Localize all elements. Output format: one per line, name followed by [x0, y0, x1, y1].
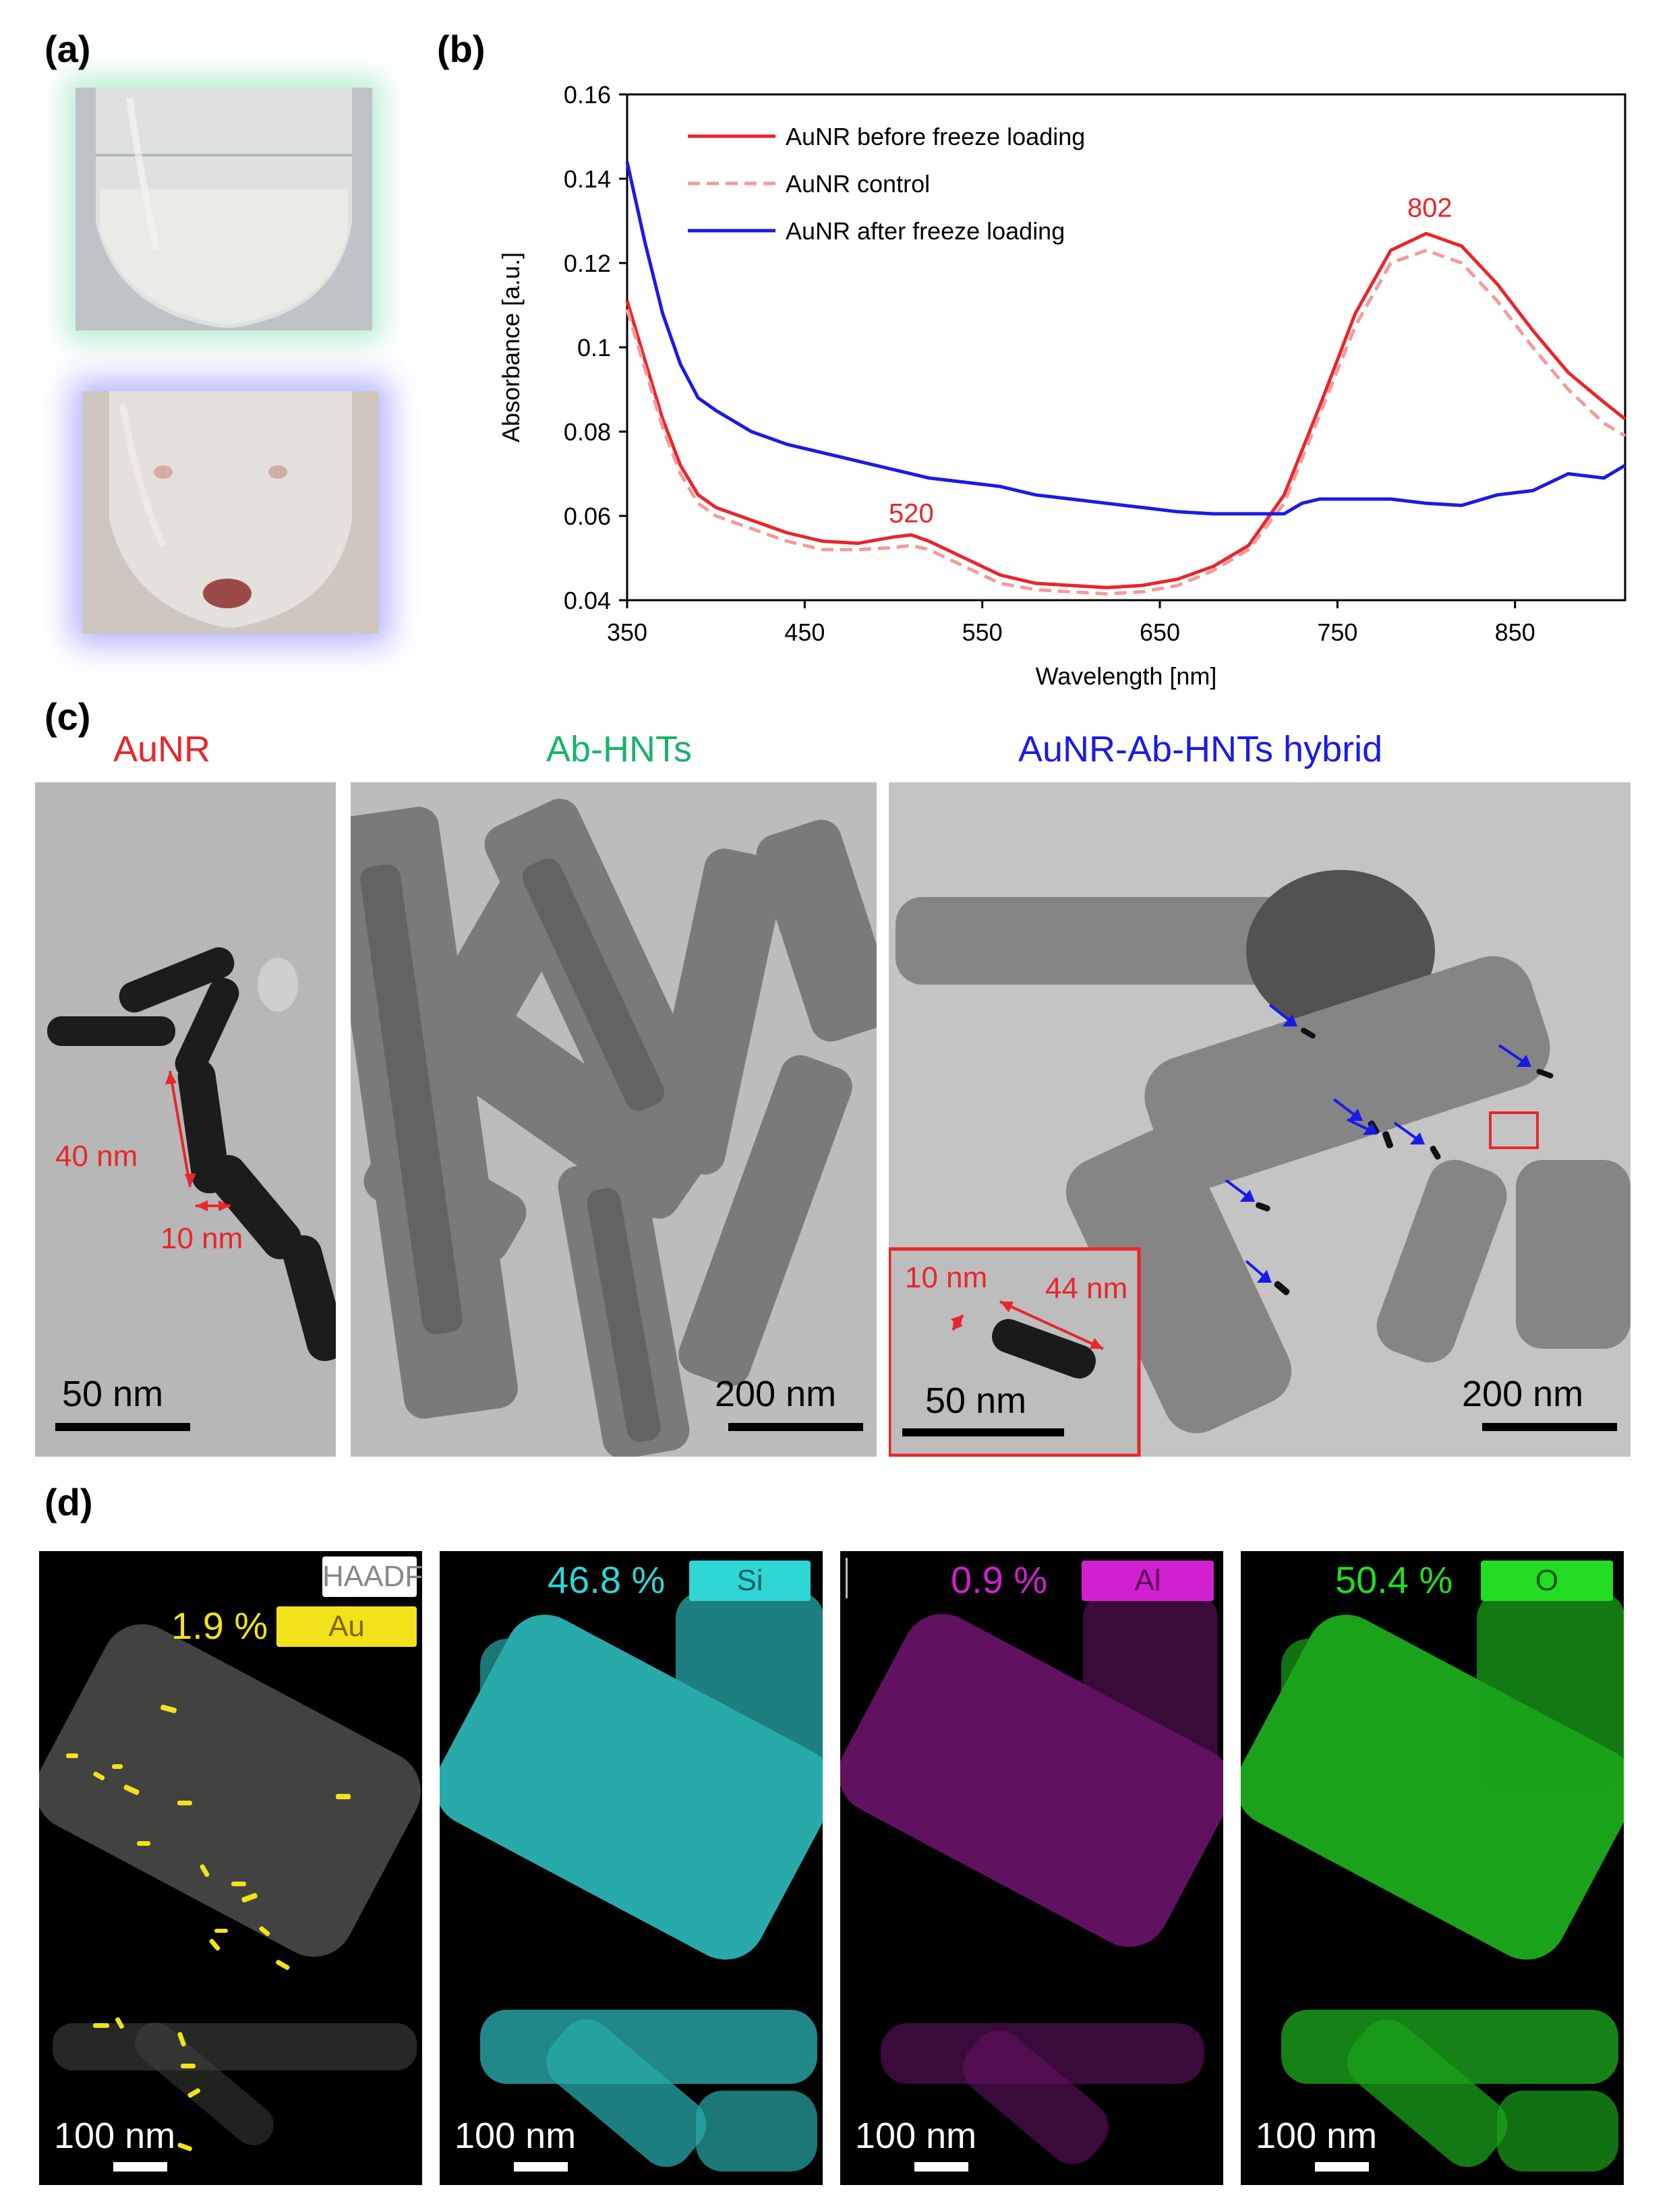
- badge-au: Au: [276, 1606, 417, 1647]
- x-axis: 350 450 550 650 750 850: [607, 600, 1535, 646]
- badge-haadf: HAADF: [322, 1556, 422, 1597]
- scalebar-aunr: [55, 1423, 190, 1431]
- eds-map-o: 50.4 % O 100 nm: [1241, 1551, 1624, 2185]
- series-line-2: [625, 161, 1626, 516]
- legend-label-1: AuNR control: [786, 170, 930, 198]
- annotations: 802 520: [889, 193, 1452, 528]
- legend-label-2: AuNR after freeze loading: [786, 217, 1065, 245]
- measure-width: 10 nm: [160, 1222, 243, 1255]
- scalebar-label-si: 100 nm: [454, 2116, 577, 2156]
- panel-label-b: (b): [437, 28, 486, 70]
- y-tick-label: 0.12: [564, 250, 611, 277]
- panel-label-d: (d): [45, 1481, 93, 1523]
- panel-label-c: (c): [45, 695, 91, 738]
- plot-frame: [626, 93, 1626, 602]
- scalebar-abhnts: [728, 1423, 863, 1431]
- scalebar-label-al: 100 nm: [855, 2116, 977, 2156]
- x-tick-label: 450: [784, 618, 825, 646]
- y-tick-label: 0.08: [564, 418, 611, 446]
- inset-measure-width: 10 nm: [905, 1261, 988, 1294]
- percent-al: 0.9 %: [951, 1559, 1048, 1601]
- vial-photo-after: [82, 391, 379, 634]
- legend: AuNR before freeze loading AuNR control Au…: [688, 123, 1085, 245]
- scalebar-al: [914, 2162, 968, 2172]
- panel-label-a: (a): [45, 28, 91, 70]
- series-group: [625, 161, 1626, 596]
- percent-si: 46.8 %: [548, 1559, 666, 1601]
- peak-annotation-0: 802: [1407, 193, 1452, 223]
- scalebar-au: [113, 2162, 167, 2172]
- y-tick-label: 0.04: [564, 587, 611, 614]
- tem-image-abhnts: 200 nm: [351, 782, 877, 1457]
- scalebar-label-abhnts: 200 nm: [715, 1374, 837, 1414]
- y-axis: 0.04 0.06 0.08 0.1 0.12 0.14 0.16: [564, 81, 627, 614]
- scalebar-hybrid: [1482, 1423, 1617, 1431]
- absorbance-chart: 0.04 0.06 0.08 0.1 0.12 0.14 0.16 350 450 550 650…: [497, 81, 1626, 690]
- percent-au: 1.9 %: [171, 1604, 268, 1647]
- inset-measure-length: 44 nm: [1045, 1272, 1128, 1305]
- vial-photo-before: [76, 88, 372, 330]
- scalebar-si: [514, 2162, 568, 2172]
- scalebar-label-au: 100 nm: [54, 2116, 176, 2156]
- x-tick-label: 750: [1317, 618, 1357, 646]
- title-abhnts: Ab-HNTs: [546, 729, 693, 769]
- x-tick-label: 850: [1495, 618, 1535, 646]
- y-tick-label: 0.06: [564, 502, 611, 530]
- measure-length: 40 nm: [55, 1140, 138, 1173]
- badge-al: Al: [1082, 1561, 1214, 1601]
- series-line-0: [625, 231, 1626, 589]
- scalebar-label-inset: 50 nm: [925, 1380, 1027, 1421]
- eds-map-al: 0.9 % Al 100 nm: [840, 1551, 1223, 2185]
- eds-map-au: HAADF 1.9 % Au 100 nm: [39, 1551, 422, 2185]
- eds-map-si: 46.8 % Si 100 nm: [440, 1551, 823, 2185]
- y-axis-label: Absorbance [a.u.]: [497, 252, 525, 442]
- x-tick-label: 550: [962, 618, 1003, 646]
- scalebar-label-o: 100 nm: [1256, 2116, 1378, 2156]
- scalebar-label-aunr: 50 nm: [62, 1374, 164, 1414]
- title-hybrid: AuNR-Ab-HNTs hybrid: [1018, 729, 1383, 769]
- peak-annotation-1: 520: [889, 498, 934, 528]
- legend-label-0: AuNR before freeze loading: [786, 123, 1085, 150]
- x-tick-label: 650: [1140, 618, 1180, 646]
- y-tick-label: 0.1: [577, 334, 611, 361]
- title-aunr: AuNR: [113, 729, 211, 769]
- y-tick-label: 0.16: [564, 81, 611, 109]
- scalebar-label-hybrid: 200 nm: [1462, 1374, 1584, 1414]
- y-tick-label: 0.14: [564, 165, 611, 193]
- tem-image-aunr: 40 nm 10 nm 50 nm: [35, 782, 336, 1457]
- percent-o: 50.4 %: [1335, 1559, 1453, 1601]
- series-line-1: [625, 248, 1626, 596]
- x-tick-label: 350: [607, 618, 647, 646]
- scalebar-inset: [902, 1428, 1064, 1436]
- x-axis-label: Wavelength [nm]: [1036, 662, 1217, 690]
- badge-si: Si: [689, 1561, 811, 1601]
- scalebar-o: [1315, 2162, 1369, 2172]
- badge-o: O: [1481, 1561, 1613, 1601]
- tem-image-hybrid: 10 nm 44 nm 50 nm 200 nm: [889, 782, 1631, 1457]
